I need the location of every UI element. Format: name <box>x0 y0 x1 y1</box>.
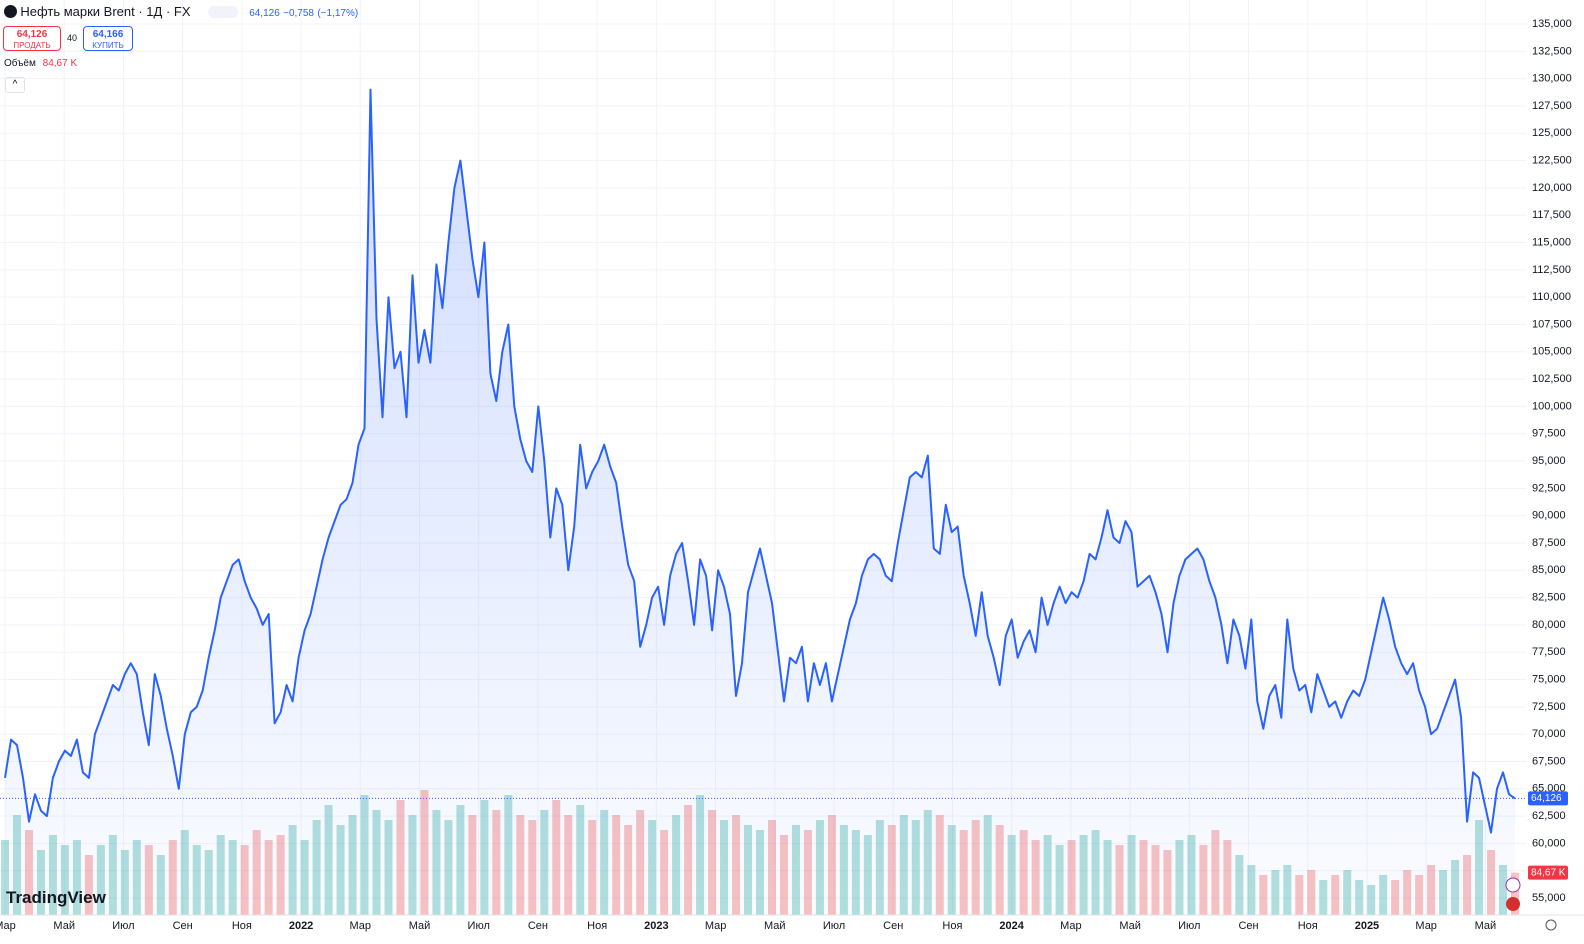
x-tick-label: Май <box>409 920 431 932</box>
x-tick-label: Сен <box>173 920 193 932</box>
y-tick-label: 75,000 <box>1532 673 1566 685</box>
x-tick-label: Май <box>53 920 75 932</box>
y-tick-label: 82,500 <box>1532 592 1566 604</box>
x-tick-label: Ноя <box>1298 920 1318 932</box>
y-tick-label: 80,000 <box>1532 619 1566 631</box>
y-tick-label: 92,500 <box>1532 482 1566 494</box>
y-tick-label: 120,000 <box>1532 182 1572 194</box>
y-tick-label: 112,500 <box>1532 264 1571 276</box>
x-tick-label: Июл <box>112 920 134 932</box>
x-tick-label: 2023 <box>644 920 668 932</box>
tradingview-logo: TradingView <box>6 888 106 907</box>
y-tick-label: 77,500 <box>1532 646 1566 658</box>
flag-icon[interactable] <box>1506 897 1520 911</box>
last-price-label: 64,126 <box>1531 793 1562 804</box>
x-tick-label: Июл <box>468 920 490 932</box>
y-tick-label: 107,500 <box>1532 318 1572 330</box>
sell-price: 64,126 <box>16 29 48 40</box>
volume-name: Объём <box>4 58 36 69</box>
price-change-pct: (−1,17%) <box>317 8 359 19</box>
x-tick-label: 2025 <box>1355 920 1379 932</box>
y-tick-label: 85,000 <box>1532 564 1566 576</box>
settings-icon[interactable] <box>1545 919 1557 931</box>
x-tick-label: Ноя <box>232 920 252 932</box>
x-tick-label: Май <box>1475 920 1497 932</box>
y-tick-label: 62,500 <box>1532 810 1566 822</box>
buy-label: КУПИТЬ <box>92 41 124 50</box>
x-tick-label: Июл <box>823 920 845 932</box>
x-tick-label: Июл <box>1178 920 1200 932</box>
y-tick-label: 70,000 <box>1532 728 1566 740</box>
x-tick-label: 2022 <box>289 920 313 932</box>
y-tick-label: 125,000 <box>1532 127 1572 139</box>
x-tick-label: Мар <box>705 920 727 932</box>
price-area <box>5 89 1515 916</box>
y-tick-label: 55,000 <box>1532 892 1566 904</box>
collapse-button[interactable]: ^ <box>5 77 25 93</box>
y-tick-label: 60,000 <box>1532 837 1566 849</box>
sell-button[interactable]: 64,126 ПРОДАТЬ <box>3 26 61 51</box>
x-tick-label: Ноя <box>942 920 962 932</box>
buy-price: 64,166 <box>92 29 124 40</box>
y-tick-label: 127,500 <box>1532 100 1572 112</box>
x-tick-label: Сен <box>1238 920 1258 932</box>
last-price: 64,126 <box>249 8 280 19</box>
y-tick-label: 67,500 <box>1532 755 1566 767</box>
symbol-row: Нефть марки Brent · 1Д · FX 64,126 −0,75… <box>4 4 358 19</box>
x-tick-label: Мар <box>0 920 16 932</box>
volume-badge <box>1528 865 1568 880</box>
x-tick-label: Мар <box>350 920 372 932</box>
volume-badge-label: 84,67 K <box>1531 867 1566 878</box>
y-tick-label: 72,500 <box>1532 701 1566 713</box>
events-icon[interactable] <box>1505 877 1521 893</box>
symbol-title[interactable]: Нефть марки Brent · 1Д · FX <box>20 4 191 19</box>
x-tick-label: Сен <box>883 920 903 932</box>
y-tick-label: 110,000 <box>1532 291 1571 303</box>
y-tick-label: 122,500 <box>1532 155 1572 167</box>
last-price-badge <box>1528 791 1568 806</box>
x-tick-label: 2024 <box>999 920 1024 932</box>
y-tick-label: 97,500 <box>1532 428 1566 440</box>
y-tick-label: 87,500 <box>1532 537 1566 549</box>
y-tick-label: 90,000 <box>1532 510 1566 522</box>
buy-button[interactable]: 64,166 КУПИТЬ <box>83 26 133 51</box>
spread: 40 <box>67 33 78 43</box>
y-tick-label: 130,000 <box>1532 73 1572 85</box>
status-pill <box>207 6 238 18</box>
sell-label: ПРОДАТЬ <box>13 41 51 50</box>
volume-legend: Объём 84,67 K <box>4 58 77 69</box>
y-tick-label: 100,000 <box>1532 400 1572 412</box>
y-tick-label: 117,500 <box>1532 209 1571 221</box>
y-tick-label: 115,000 <box>1532 236 1571 248</box>
y-tick-label: 135,000 <box>1532 18 1572 30</box>
x-tick-label: Сен <box>528 920 548 932</box>
x-tick-label: Май <box>764 920 786 932</box>
y-tick-label: 102,500 <box>1532 373 1572 385</box>
price-line <box>4 88 1516 834</box>
x-tick-label: Ноя <box>587 920 607 932</box>
y-tick-label: 105,000 <box>1532 346 1572 358</box>
volume-value: 84,67 K <box>42 58 78 69</box>
x-tick-label: Мар <box>1060 920 1082 932</box>
x-tick-label: Май <box>1119 920 1141 932</box>
symbol-icon <box>4 5 17 18</box>
price-change: −0,758 <box>283 8 314 19</box>
y-tick-label: 132,500 <box>1532 45 1572 57</box>
x-tick-label: Мар <box>1415 920 1437 932</box>
y-tick-label: 95,000 <box>1532 455 1566 467</box>
